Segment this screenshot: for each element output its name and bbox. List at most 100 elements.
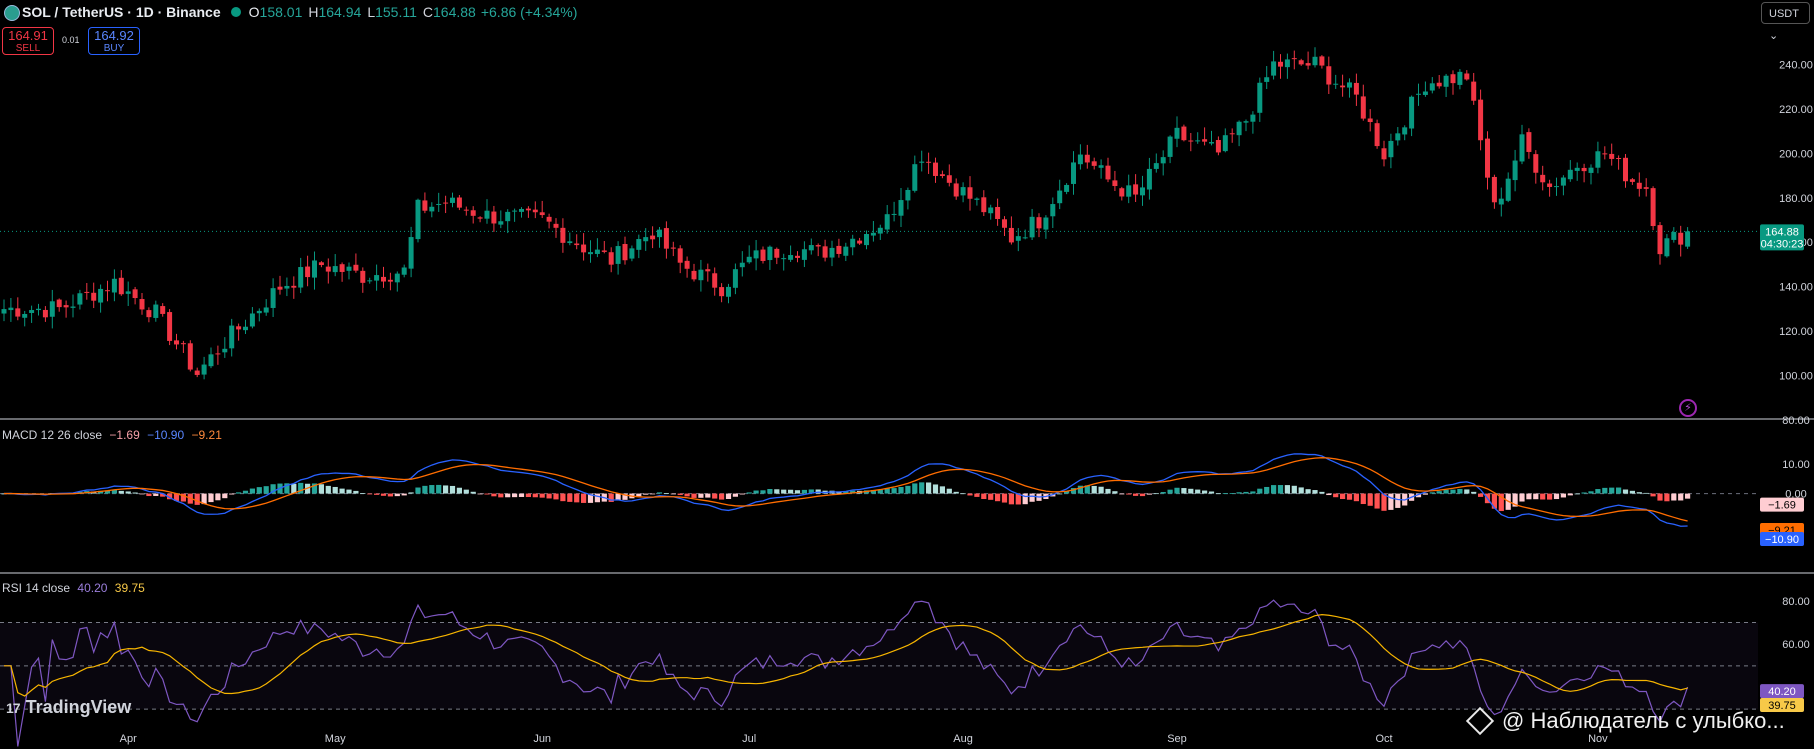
macd-histogram-bar <box>311 483 318 494</box>
open-label: O <box>248 4 260 20</box>
candle-body <box>1560 177 1566 186</box>
candle-body <box>8 307 14 311</box>
macd-histogram-bar <box>1340 493 1346 500</box>
macd-histogram-bar <box>146 493 152 497</box>
candle-body <box>1167 136 1173 157</box>
candle-body <box>118 277 124 295</box>
candle-body <box>29 310 35 313</box>
sell-button[interactable]: 164.91 SELL <box>2 27 54 55</box>
candle-body <box>408 237 414 269</box>
macd-histogram-bar <box>180 493 186 502</box>
candle-body <box>1360 96 1366 119</box>
macd-histogram-bar <box>1 493 7 495</box>
symbol-title[interactable]: SOL / TetherUS · 1D · Binance <box>22 4 221 20</box>
macd-histogram-bar <box>1236 492 1242 494</box>
candle-body <box>1036 217 1042 229</box>
macd-histogram-bar <box>456 487 462 494</box>
macd-histogram-bar <box>788 489 794 494</box>
price-axis-tick: 200.00 <box>1779 148 1813 160</box>
candle-body <box>601 250 607 252</box>
candle-body <box>236 326 242 330</box>
macd-histogram-bar <box>229 493 235 495</box>
macd-histogram-bar <box>498 493 504 498</box>
rsi-legend[interactable]: RSI 14 close 40.20 39.75 <box>2 581 145 595</box>
macd-histogram-bar <box>242 490 249 494</box>
macd-histogram-bar <box>946 488 952 494</box>
macd-hist-tag-text: −1.69 <box>1768 500 1796 512</box>
candle-body <box>836 245 842 254</box>
macd-histogram-bar <box>153 493 159 496</box>
macd-histogram-bar <box>1243 491 1249 494</box>
candle-body <box>1650 188 1656 227</box>
candle-body <box>415 199 421 240</box>
macd-histogram-bar <box>1616 487 1622 494</box>
macd-histogram-bar <box>408 492 414 494</box>
candle-body <box>1657 225 1663 255</box>
candle-body <box>174 340 179 345</box>
macd-histogram-bar <box>339 488 345 494</box>
rsi-band-background <box>0 622 1758 710</box>
candle-body <box>512 210 518 212</box>
macd-histogram-bar <box>1139 493 1146 497</box>
flash-alert-icon[interactable]: ⚡ <box>1679 399 1697 417</box>
close-value: 164.88 <box>433 4 476 20</box>
macd-histogram-bar <box>1636 492 1642 494</box>
candle-body <box>553 223 559 228</box>
macd-signal-value: −9.21 <box>191 428 222 442</box>
macd-histogram-bar <box>753 490 759 494</box>
spread-value: 0.01 <box>62 35 80 45</box>
candle-body <box>898 200 904 216</box>
candle-body <box>429 206 435 212</box>
macd-histogram-bar <box>1064 491 1070 494</box>
macd-histogram-bar <box>463 489 469 494</box>
candle-body <box>394 273 400 283</box>
time-axis-tick: Nov <box>1588 733 1608 745</box>
macd-histogram-bar <box>719 493 725 500</box>
macd-histogram-bar <box>932 484 939 494</box>
macd-histogram-bar <box>429 485 435 494</box>
macd-histogram-bar <box>415 487 421 494</box>
macd-histogram-bar <box>939 486 945 494</box>
candle-body <box>332 266 338 273</box>
macd-histogram-bar <box>546 493 552 499</box>
candle-body <box>160 306 166 314</box>
macd-histogram-bar <box>608 493 614 502</box>
low-label: L <box>367 4 376 20</box>
candle-body <box>56 299 62 308</box>
candle-body <box>657 229 662 238</box>
macd-histogram-bar <box>656 492 663 494</box>
candle-body <box>967 187 973 199</box>
macd-histogram-bar <box>953 491 959 494</box>
macd-histogram-bar <box>926 482 932 494</box>
macd-histogram-bar <box>1070 488 1077 494</box>
macd-histogram-bar <box>912 483 918 494</box>
macd-name: MACD 12 26 close <box>2 428 103 442</box>
macd-line-tag-text: −10.90 <box>1765 534 1799 546</box>
macd-histogram-bar <box>615 493 621 501</box>
candle-body <box>1291 58 1297 60</box>
candle-body <box>1623 157 1628 182</box>
buy-button[interactable]: 164.92 BUY <box>88 27 140 55</box>
currency-dropdown[interactable]: USDT ⌄ <box>1761 2 1810 42</box>
price-axis-tick: 220.00 <box>1779 104 1813 116</box>
candle-body <box>1395 133 1401 141</box>
macd-legend[interactable]: MACD 12 26 close −1.69 −10.90 −9.21 <box>2 428 222 442</box>
candle-body <box>1422 91 1428 95</box>
macd-histogram-bar <box>1581 492 1587 494</box>
macd-line-tag-bg <box>1760 532 1804 547</box>
macd-histogram-bar <box>1650 493 1656 497</box>
candle-body <box>1222 135 1228 152</box>
macd-histogram-bar <box>1091 485 1097 494</box>
candle-body <box>1664 238 1670 257</box>
candle-body <box>1008 227 1014 243</box>
candle-body <box>926 161 932 163</box>
macd-line <box>3 453 1688 527</box>
macd-line-tag: −10.90 <box>1760 532 1804 547</box>
macd-histogram-bar <box>905 485 911 494</box>
rsi-ma-tag-bg <box>1760 698 1804 713</box>
candle-body <box>180 343 186 345</box>
candle-body <box>1084 154 1090 163</box>
macd-histogram-bar <box>201 493 207 505</box>
macd-histogram-bar <box>1560 493 1566 498</box>
